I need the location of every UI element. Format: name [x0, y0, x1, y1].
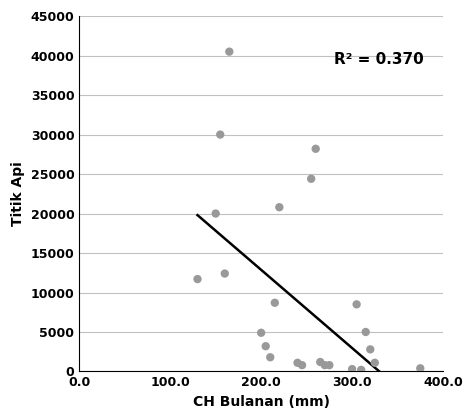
Point	[371, 360, 379, 366]
Point	[312, 145, 319, 152]
Point	[194, 276, 201, 282]
Point	[275, 204, 283, 210]
Point	[307, 176, 315, 182]
Point	[257, 329, 265, 336]
Point	[217, 131, 224, 138]
Point	[226, 48, 233, 55]
Point	[366, 346, 374, 353]
Point	[348, 366, 356, 373]
Text: R² = 0.370: R² = 0.370	[334, 52, 424, 67]
Point	[221, 270, 228, 277]
Point	[262, 343, 270, 349]
Point	[326, 362, 333, 368]
Point	[294, 360, 301, 366]
Point	[271, 299, 279, 306]
Point	[298, 362, 306, 368]
Point	[266, 354, 274, 361]
Point	[321, 362, 328, 368]
Point	[317, 359, 324, 365]
X-axis label: CH Bulanan (mm): CH Bulanan (mm)	[192, 395, 329, 409]
Point	[212, 210, 219, 217]
Point	[357, 367, 365, 373]
Point	[362, 328, 370, 335]
Point	[353, 301, 360, 308]
Y-axis label: Titik Api: Titik Api	[11, 161, 25, 226]
Point	[417, 365, 424, 372]
